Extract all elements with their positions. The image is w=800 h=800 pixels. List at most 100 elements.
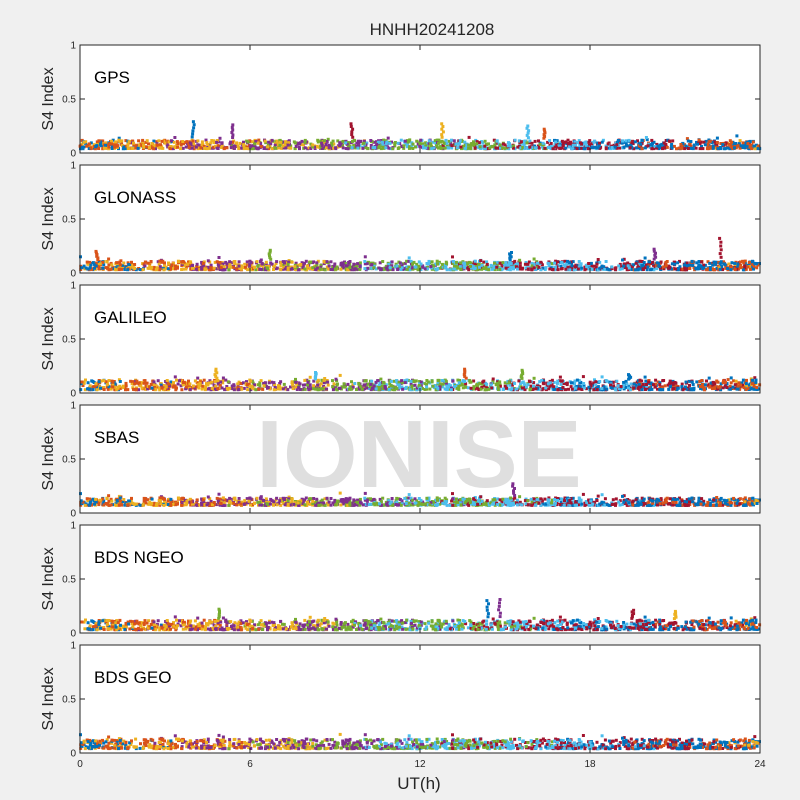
data-point bbox=[670, 262, 674, 266]
data-point bbox=[402, 146, 406, 150]
data-point bbox=[696, 265, 700, 269]
data-point bbox=[155, 266, 159, 270]
data-point bbox=[738, 260, 742, 264]
data-point bbox=[640, 379, 644, 383]
data-point bbox=[450, 386, 453, 390]
data-point bbox=[733, 502, 737, 506]
data-point bbox=[297, 145, 301, 149]
data-point bbox=[192, 142, 196, 146]
data-point bbox=[744, 267, 748, 271]
data-point bbox=[710, 387, 714, 391]
data-point bbox=[553, 265, 557, 269]
data-point bbox=[708, 385, 712, 389]
data-point bbox=[546, 261, 550, 265]
data-point bbox=[739, 266, 743, 270]
data-point bbox=[433, 384, 437, 387]
data-point bbox=[356, 267, 360, 271]
data-point bbox=[443, 266, 447, 270]
data-point bbox=[333, 267, 337, 271]
data-point bbox=[322, 378, 326, 382]
data-point bbox=[146, 387, 150, 391]
data-point bbox=[407, 268, 411, 272]
data-point bbox=[203, 146, 207, 150]
data-point bbox=[86, 262, 90, 266]
data-point bbox=[259, 387, 263, 391]
data-point bbox=[132, 387, 135, 391]
data-point bbox=[532, 381, 536, 385]
data-point bbox=[566, 265, 570, 269]
data-point bbox=[118, 140, 122, 144]
data-point bbox=[216, 387, 220, 391]
data-point bbox=[546, 382, 550, 386]
data-point bbox=[243, 265, 247, 269]
data-point bbox=[755, 386, 759, 389]
data-point bbox=[443, 263, 447, 267]
data-point bbox=[246, 147, 250, 151]
data-point bbox=[166, 145, 170, 149]
data-point bbox=[118, 380, 122, 383]
data-point bbox=[334, 387, 338, 391]
data-point bbox=[423, 388, 427, 391]
data-point bbox=[502, 499, 506, 503]
data-point bbox=[746, 265, 750, 269]
data-point bbox=[583, 268, 587, 272]
data-point bbox=[699, 387, 703, 391]
data-point bbox=[191, 266, 194, 270]
data-point bbox=[411, 147, 415, 150]
data-point bbox=[133, 382, 137, 386]
data-point bbox=[216, 144, 220, 148]
data-point bbox=[316, 388, 320, 392]
data-point bbox=[302, 383, 305, 387]
data-point bbox=[473, 146, 477, 150]
data-point bbox=[487, 142, 490, 146]
data-point bbox=[508, 383, 512, 387]
data-point bbox=[719, 142, 723, 145]
data-point bbox=[414, 145, 417, 149]
data-point bbox=[755, 388, 759, 391]
data-point bbox=[751, 378, 754, 382]
data-point bbox=[459, 261, 463, 265]
data-point bbox=[596, 268, 600, 272]
data-point bbox=[408, 388, 412, 392]
data-point bbox=[698, 147, 702, 151]
data-point bbox=[451, 379, 455, 383]
data-point bbox=[245, 383, 249, 387]
data-point bbox=[175, 266, 179, 270]
data-point bbox=[606, 142, 610, 146]
data-point bbox=[426, 265, 430, 269]
peak-point bbox=[719, 244, 723, 248]
data-point bbox=[221, 376, 225, 380]
data-point bbox=[362, 383, 366, 387]
data-point bbox=[530, 146, 533, 150]
data-point bbox=[561, 386, 565, 389]
data-point bbox=[312, 379, 316, 383]
data-point bbox=[705, 379, 708, 383]
data-point bbox=[492, 266, 496, 270]
data-point bbox=[215, 146, 219, 150]
data-point bbox=[556, 388, 560, 392]
peak-point bbox=[718, 236, 722, 240]
data-point bbox=[622, 264, 626, 268]
data-point bbox=[209, 499, 213, 503]
data-point bbox=[592, 381, 596, 385]
data-point bbox=[202, 378, 206, 382]
data-point bbox=[440, 265, 444, 269]
data-point bbox=[195, 501, 199, 505]
data-point bbox=[176, 382, 180, 386]
data-point bbox=[268, 379, 271, 383]
axes-background bbox=[80, 165, 760, 273]
data-point bbox=[575, 385, 579, 388]
data-point bbox=[662, 503, 666, 507]
data-point bbox=[658, 381, 662, 385]
data-point bbox=[290, 381, 294, 385]
data-point bbox=[552, 385, 556, 389]
axes-background bbox=[80, 405, 760, 513]
data-point bbox=[461, 379, 465, 383]
data-point bbox=[407, 265, 411, 269]
data-point bbox=[526, 267, 530, 271]
data-point bbox=[581, 375, 585, 379]
data-point bbox=[706, 142, 710, 146]
peak-point bbox=[527, 129, 531, 133]
data-point bbox=[144, 140, 148, 144]
data-point bbox=[226, 380, 230, 384]
